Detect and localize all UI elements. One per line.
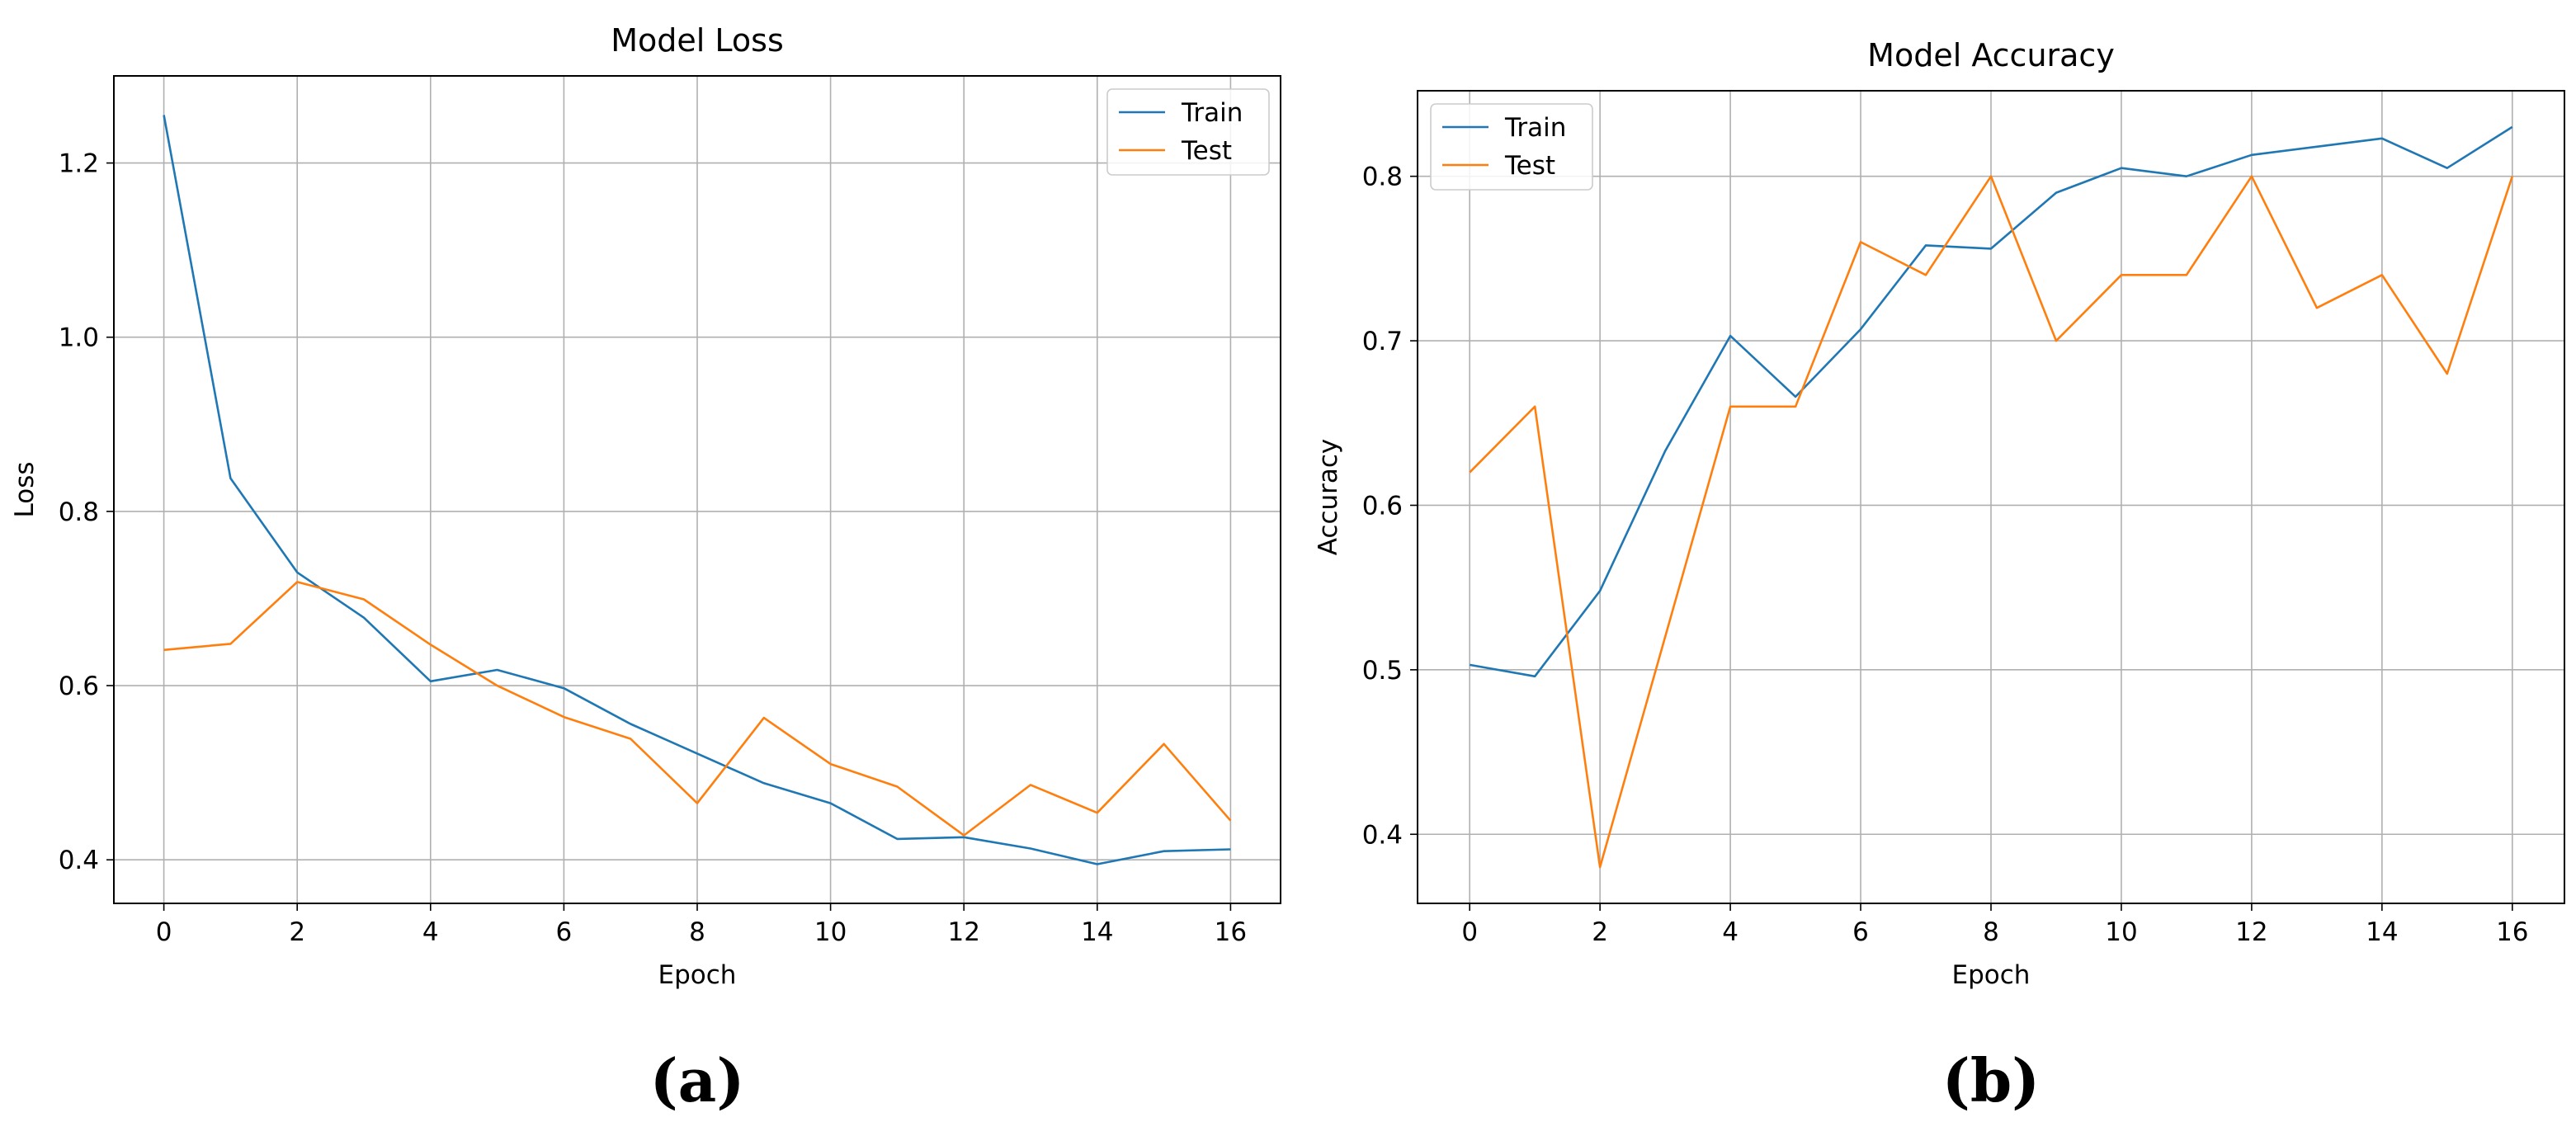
loss-x-axis-label: Epoch [658,960,737,990]
loss-x-tick-label: 16 [1215,917,1247,947]
loss-x-tick-label: 12 [947,917,979,947]
loss-x-tick-label: 2 [289,917,305,947]
loss-legend-box [1106,88,1270,176]
accuracy-chart: 0 2 4 6 8 10 12 14 16 0.4 0.5 0.6 0.7 0.8 Model Accur… [1314,37,2565,1115]
loss-chart-title: Model Loss [611,22,784,59]
accuracy-x-axis-label: Epoch [1952,960,2031,990]
loss-y-tick-label: 1.2 [59,149,99,179]
accuracy-panel-label: (b) [1942,1045,2040,1115]
accuracy-x-tick-label: 10 [2105,917,2137,947]
accuracy-y-axis-label: Accuracy [1314,439,1343,556]
accuracy-y-tick-label: 0.6 [1362,491,1403,521]
accuracy-x-tick-label: 4 [1722,917,1739,947]
loss-y-tick-label: 0.8 [59,497,99,527]
accuracy-x-tick-label: 2 [1592,917,1608,947]
loss-legend-label-train: Train [1181,98,1243,128]
accuracy-x-tick-label: 12 [2235,917,2267,947]
loss-chart: 0 2 4 6 8 10 12 14 160.40.60.81.01.2 Model Loss … [10,22,1281,1115]
loss-x-tick-label: 0 [156,917,172,947]
loss-legend-label-test: Test [1181,136,1232,166]
loss-legend: Train Test [1106,88,1270,176]
loss-x-tick-label: 4 [422,917,439,947]
loss-test-line [163,581,1232,837]
accuracy-series-lines [1469,125,2514,869]
accuracy-chart-title: Model Accuracy [1867,37,2115,73]
loss-y-tick-label: 0.6 [59,672,99,701]
accuracy-train-line [1469,125,2513,678]
loss-ticks: 0 2 4 6 8 10 12 14 16 0.4 0.6 0.8 1.0 1.2 [59,149,1247,947]
accuracy-ticks: 0 2 4 6 8 10 12 14 16 0.4 0.5 0.6 0.7 0.8 [1362,163,2529,947]
loss-series-lines [163,115,1232,865]
accuracy-x-tick-label: 8 [1983,917,1999,947]
loss-panel-label: (a) [650,1045,745,1115]
accuracy-y-tick-label: 0.8 [1362,163,1403,192]
accuracy-legend-box [1430,103,1593,191]
loss-x-tick-label: 6 [556,917,573,947]
accuracy-test-line [1469,175,2514,869]
loss-x-tick-label: 8 [689,917,705,947]
loss-grid [114,76,1281,903]
accuracy-legend-label-test: Test [1504,151,1555,181]
loss-y-tick-label: 0.4 [59,846,99,875]
loss-x-tick-label: 14 [1081,917,1113,947]
accuracy-x-tick-label: 14 [2366,917,2398,947]
accuracy-legend-label-train: Train [1504,113,1566,143]
loss-y-tick-label: 1.0 [59,323,99,353]
accuracy-y-tick-label: 0.4 [1362,820,1403,850]
accuracy-x-tick-label: 16 [2496,917,2528,947]
loss-x-tick-label: 10 [814,917,847,947]
accuracy-x-tick-label: 0 [1461,917,1478,947]
accuracy-x-tick-label: 6 [1852,917,1869,947]
accuracy-y-tick-label: 0.7 [1362,327,1403,356]
accuracy-y-tick-label: 0.5 [1362,656,1403,686]
loss-y-axis-label: Loss [10,462,40,518]
accuracy-legend: Train Test [1430,103,1593,191]
loss-train-line [163,115,1231,865]
